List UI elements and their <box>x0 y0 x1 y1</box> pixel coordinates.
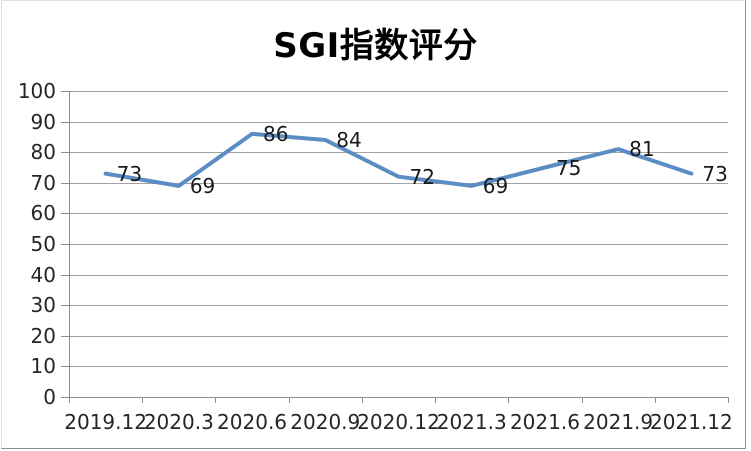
chart-title: SGI指数评分 <box>273 26 478 66</box>
x-tick-label: 2021.6 <box>509 410 580 434</box>
data-label: 69 <box>482 173 509 198</box>
y-tick-label: 100 <box>17 79 56 103</box>
y-tick-label: 0 <box>43 385 56 409</box>
y-tick-label: 10 <box>30 354 56 379</box>
data-label: 73 <box>702 161 728 186</box>
y-tick-label: 60 <box>30 201 56 226</box>
data-label: 73 <box>116 161 143 186</box>
x-tick-label: 2020.9 <box>290 410 361 434</box>
x-tick-label: 2019.12 <box>64 410 147 434</box>
data-label: 72 <box>409 164 435 189</box>
y-tick-label: 30 <box>30 293 56 318</box>
data-label: 86 <box>263 121 289 146</box>
data-label: 69 <box>189 173 216 198</box>
data-label: 84 <box>336 127 362 152</box>
y-tick-label: 80 <box>30 140 56 165</box>
data-label: 75 <box>555 155 582 180</box>
y-tick-label: 20 <box>30 323 56 348</box>
y-tick-label: 90 <box>30 109 56 134</box>
data-label: 81 <box>629 137 655 162</box>
x-tick-label: 2021.12 <box>650 410 733 434</box>
x-tick-label: 2020.3 <box>143 410 214 434</box>
y-tick-label: 40 <box>30 262 56 287</box>
x-tick-label: 2021.3 <box>436 410 507 434</box>
y-tick-label: 50 <box>30 232 56 256</box>
series-line <box>103 131 694 188</box>
x-tick-label: 2021.9 <box>583 410 654 434</box>
x-tick-label: 2020.12 <box>357 410 440 434</box>
x-tick-label: 2020.6 <box>217 410 288 434</box>
y-tick-label: 70 <box>30 170 56 195</box>
